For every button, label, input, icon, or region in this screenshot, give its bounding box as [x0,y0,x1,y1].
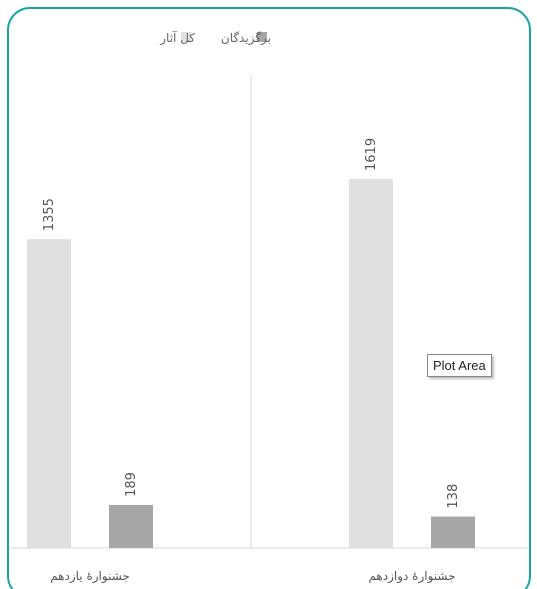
data-label-selected-1: 189 [124,472,139,497]
bar-selected-1[interactable] [109,504,153,548]
category-label-1: جشنوارهٔ یازدهم [50,569,130,584]
chart-frame [7,7,531,589]
bars-group [27,179,475,548]
plot-area-tooltip: Plot Area [427,354,492,377]
legend: کل آثار برگزیدگان [159,30,271,46]
category-labels-group: جشنوارهٔ دوازدهم جشنوارهٔ یازدهم [50,569,455,584]
bar-selected-0[interactable] [431,516,475,548]
legend-swatch-total [181,32,191,42]
bar-total-1[interactable] [27,239,71,548]
legend-label-total: کل آثار [159,30,195,46]
bar-total-0[interactable] [349,179,393,548]
legend-swatch-selected [257,32,267,42]
data-label-total-1: 1355 [42,198,57,231]
data-labels-group: 1619 138 1355 189 [42,138,461,509]
category-label-0: جشنوارهٔ دوازدهم [368,569,455,584]
data-label-total-0: 1619 [364,138,379,171]
legend-label-selected: برگزیدگان [221,31,271,46]
data-label-selected-0: 138 [446,484,461,509]
